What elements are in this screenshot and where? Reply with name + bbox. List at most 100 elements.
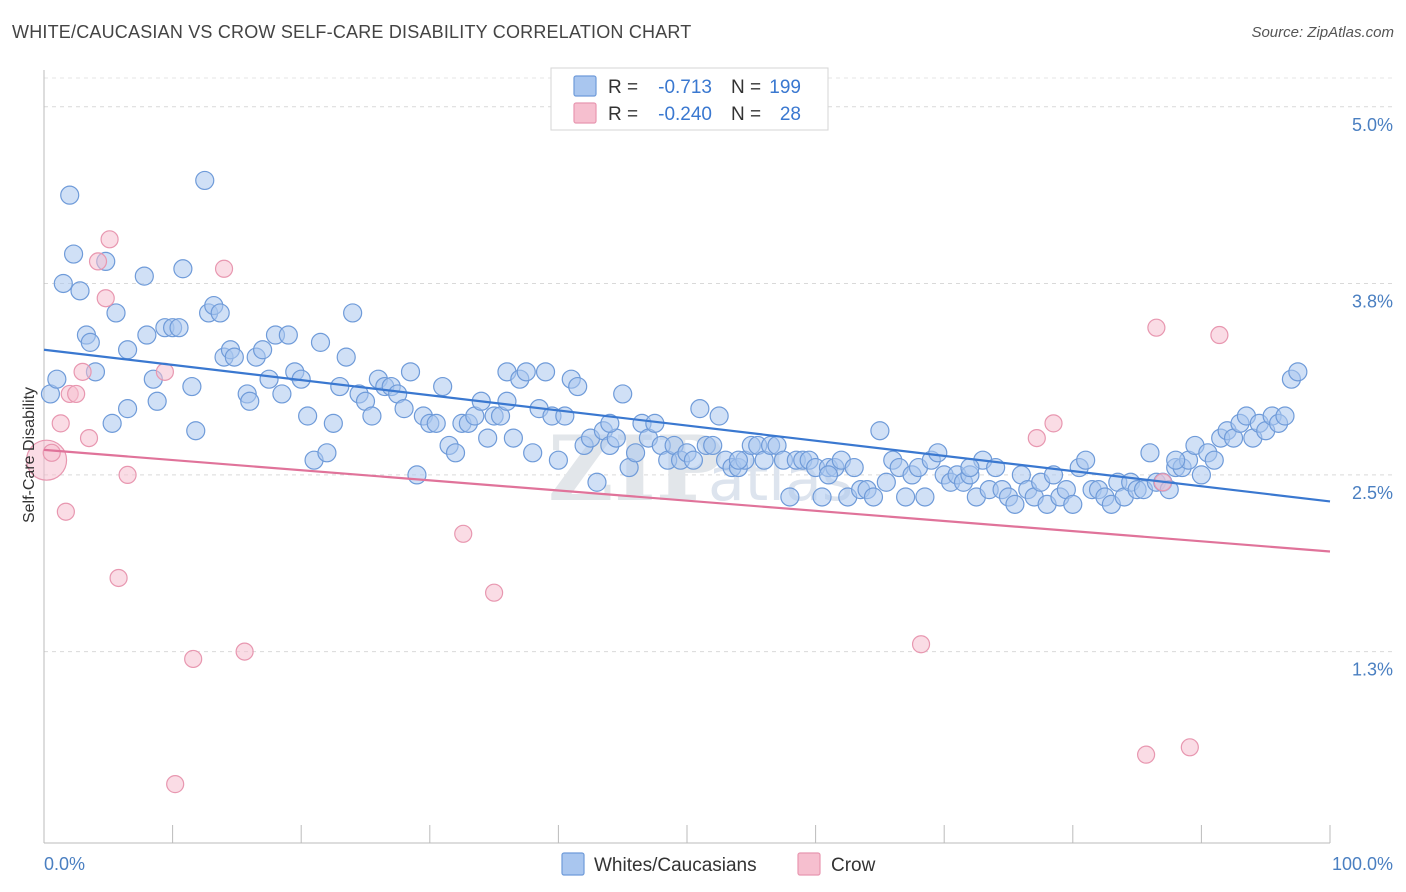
- point-whites-78: [535, 362, 556, 382]
- point-whites-137: [915, 487, 935, 507]
- point-whites-20: [169, 318, 189, 338]
- stats-legend: R = -0.713 N = 199 R = -0.240 N = 28: [550, 67, 829, 131]
- point-whites-69: [478, 428, 498, 448]
- point-whites-200: [600, 413, 620, 433]
- point-crow-16: [214, 259, 234, 278]
- y-axis-label: Self-Care Disability: [21, 387, 38, 523]
- point-whites-2: [53, 273, 73, 294]
- point-whites-58: [407, 465, 427, 485]
- point-whites-83: [568, 376, 588, 397]
- point-whites-197: [960, 457, 980, 478]
- stats-r-value-1: -0.713: [658, 77, 712, 98]
- stats-swatch-blue: [573, 75, 597, 97]
- point-whites-121: [812, 487, 832, 507]
- x-tick-label-1: 100.0%: [1332, 854, 1393, 874]
- point-whites-51: [362, 406, 382, 426]
- point-crow-9: [96, 289, 115, 308]
- y-tick-labels: 1.3% 2.5% 3.8% 5.0%: [1352, 115, 1393, 680]
- point-crow-10: [100, 230, 119, 249]
- point-whites-104: [703, 435, 723, 456]
- point-whites-131: [876, 472, 896, 492]
- point-whites-62: [433, 376, 453, 397]
- point-whites-64: [445, 443, 466, 463]
- point-whites-196: [1166, 450, 1186, 470]
- point-whites-23: [186, 421, 206, 441]
- point-whites-180: [1191, 465, 1212, 485]
- point-whites-129: [863, 487, 884, 507]
- point-whites-90: [613, 384, 633, 404]
- point-whites-11: [106, 303, 126, 323]
- point-whites-7: [80, 332, 100, 352]
- source-credit: Source: ZipAtlas.com: [1251, 24, 1394, 41]
- point-crow-24: [1147, 318, 1166, 337]
- stats-swatch-pink: [573, 102, 597, 124]
- point-whites-41: [298, 406, 318, 426]
- point-crow-14: [166, 775, 185, 794]
- point-whites-43: [310, 332, 331, 352]
- chart-title: WHITE/CAUCASIAN VS CROW SELF-CARE DISABI…: [12, 22, 692, 42]
- point-crow-12: [118, 465, 137, 485]
- point-whites-3: [60, 185, 80, 205]
- point-whites-130: [870, 421, 890, 441]
- point-whites-34: [253, 340, 273, 360]
- point-whites-48: [343, 303, 363, 323]
- series-whites-points: [40, 170, 1308, 514]
- point-whites-24: [195, 170, 215, 191]
- stats-r-label-1: R =: [608, 77, 638, 98]
- point-crow-1: [42, 443, 61, 462]
- point-crow-21: [1027, 428, 1046, 448]
- legend-label-whites: Whites/Caucasians: [594, 855, 757, 876]
- point-crow-15: [184, 649, 203, 669]
- point-whites-13: [117, 399, 138, 419]
- point-whites-14: [134, 266, 154, 286]
- point-whites-61: [426, 413, 446, 433]
- point-whites-4: [63, 244, 84, 264]
- point-crow-13: [155, 362, 174, 381]
- point-crow-27: [1210, 325, 1229, 345]
- point-whites-22: [182, 376, 202, 397]
- point-whites-102: [690, 399, 710, 419]
- point-crow-7: [79, 428, 99, 448]
- point-whites-21: [173, 259, 193, 279]
- point-whites-32: [240, 391, 260, 411]
- point-whites-47: [336, 347, 356, 367]
- point-crow-2: [51, 414, 70, 433]
- point-whites-73: [503, 428, 523, 448]
- point-whites-199: [728, 450, 749, 470]
- point-whites-44: [317, 443, 337, 463]
- point-crow-23: [1137, 745, 1156, 764]
- point-crow-26: [1180, 738, 1199, 757]
- point-whites-182: [1204, 450, 1224, 470]
- point-whites-76: [523, 443, 543, 463]
- legend-swatch-crow: [797, 852, 821, 876]
- point-whites-35: [259, 369, 279, 389]
- point-whites-46: [330, 376, 350, 397]
- point-whites-27: [210, 303, 230, 323]
- point-whites-57: [400, 362, 421, 382]
- y-tick-label-1: 2.5%: [1352, 483, 1393, 503]
- point-whites-101: [683, 450, 704, 470]
- point-whites-116: [780, 487, 800, 507]
- stats-n-value-1: 199: [769, 77, 801, 98]
- point-whites-38: [278, 325, 298, 345]
- stats-n-label-1: N =: [731, 77, 761, 98]
- y-tick-label-2: 3.8%: [1352, 291, 1393, 311]
- point-crow-17: [235, 642, 254, 661]
- stats-legend-box: [550, 67, 829, 131]
- point-whites-195: [1288, 362, 1308, 382]
- point-whites-160: [1063, 494, 1083, 514]
- point-whites-45: [323, 413, 343, 433]
- point-whites-5: [70, 281, 90, 301]
- point-whites-193: [1275, 406, 1295, 426]
- grid-lines: [44, 77, 1393, 653]
- point-whites-105: [709, 406, 729, 426]
- point-whites-151: [1005, 494, 1025, 514]
- series-crow-points: [25, 230, 1229, 794]
- y-tick-label-3: 5.0%: [1352, 115, 1393, 135]
- point-crow-20: [911, 635, 931, 654]
- point-crow-5: [67, 384, 86, 404]
- point-crow-6: [73, 362, 92, 381]
- point-whites-86: [587, 472, 607, 492]
- legend-label-crow: Crow: [831, 855, 876, 876]
